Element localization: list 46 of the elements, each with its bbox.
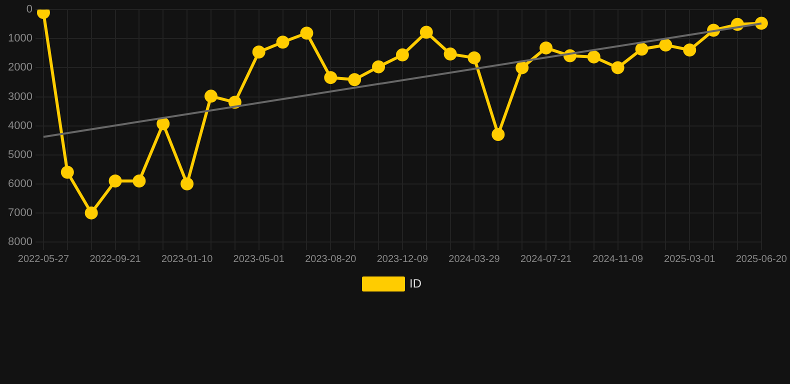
point (635, 42, 648, 56)
point (108, 174, 122, 188)
legend-label: ID (410, 276, 422, 290)
x-tick-label: 2024-07-21 (520, 254, 572, 265)
point (276, 36, 290, 49)
point (60, 166, 74, 179)
y-tick-label: 1000 (8, 32, 32, 45)
point (468, 51, 481, 64)
point (444, 48, 457, 61)
point (132, 174, 146, 188)
point (587, 50, 600, 64)
x-tick-label: 2025-06-20 (736, 254, 788, 265)
point (611, 61, 624, 74)
point (180, 177, 194, 190)
point (252, 46, 266, 59)
x-tick-label: 2023-05-01 (233, 254, 285, 265)
point (372, 60, 386, 74)
y-tick-label: 2000 (8, 62, 32, 74)
x-tick-label: 2023-01-10 (161, 254, 214, 265)
y-tick-label: 3000 (8, 90, 32, 103)
point (516, 61, 529, 74)
x-tick-label: 2023-08-20 (305, 254, 357, 265)
x-tick-label: 2025-03-01 (664, 254, 716, 265)
y-tick-label: 6000 (8, 178, 32, 190)
point (492, 128, 505, 142)
point (348, 73, 362, 86)
x-tick-label: 2023-12-09 (376, 254, 428, 265)
point (683, 43, 696, 56)
y-tick-label: 7000 (8, 206, 32, 219)
point (156, 117, 170, 130)
point (396, 48, 409, 62)
x-tick-label: 2024-03-29 (448, 254, 500, 265)
point (659, 38, 672, 52)
point (420, 26, 433, 39)
point (84, 206, 98, 220)
y-tick-label: 5000 (8, 148, 32, 161)
y-tick-label: 4000 (8, 120, 32, 132)
x-tick-label: 2022-09-21 (90, 254, 142, 265)
y-tick-label: 0 (26, 4, 32, 16)
point (204, 90, 218, 103)
point (300, 26, 314, 40)
x-tick-label: 2022-05-27 (18, 254, 70, 265)
point (324, 71, 338, 84)
point (540, 41, 553, 54)
y-tick-label: 8000 (8, 236, 32, 248)
x-tick-label: 2024-11-09 (592, 254, 644, 265)
